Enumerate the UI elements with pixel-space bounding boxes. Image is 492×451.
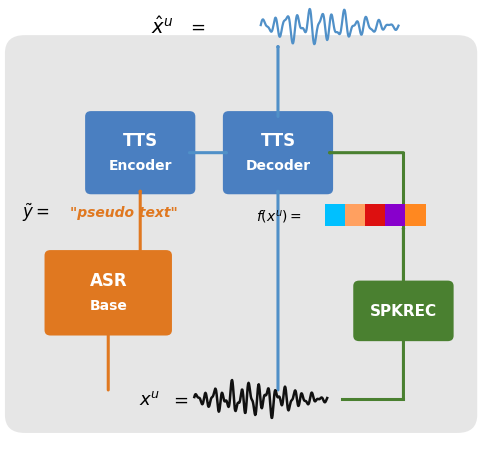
FancyBboxPatch shape: [223, 112, 333, 195]
Bar: [385, 205, 405, 226]
Text: $=$: $=$: [187, 18, 206, 36]
Text: $\hat{x}^u$: $\hat{x}^u$: [151, 16, 174, 38]
Text: Encoder: Encoder: [108, 159, 172, 173]
Text: $\tilde{y}=$: $\tilde{y}=$: [22, 202, 50, 224]
Bar: [325, 205, 345, 226]
Bar: [345, 205, 365, 226]
Text: "pseudo text": "pseudo text": [70, 206, 178, 220]
Bar: [405, 205, 426, 226]
FancyBboxPatch shape: [353, 281, 454, 341]
Text: $=$: $=$: [170, 390, 189, 408]
Text: Decoder: Decoder: [246, 159, 310, 173]
Text: $x^u$: $x^u$: [139, 390, 161, 408]
FancyBboxPatch shape: [45, 251, 172, 336]
FancyBboxPatch shape: [85, 112, 195, 195]
Text: TTS: TTS: [260, 132, 296, 150]
FancyBboxPatch shape: [5, 36, 477, 433]
Text: TTS: TTS: [123, 132, 158, 150]
Text: SPKREC: SPKREC: [370, 304, 437, 319]
Text: Base: Base: [90, 299, 127, 313]
Text: ASR: ASR: [90, 272, 127, 290]
Bar: [365, 205, 385, 226]
Text: $f(x^u)=$: $f(x^u)=$: [256, 207, 302, 224]
